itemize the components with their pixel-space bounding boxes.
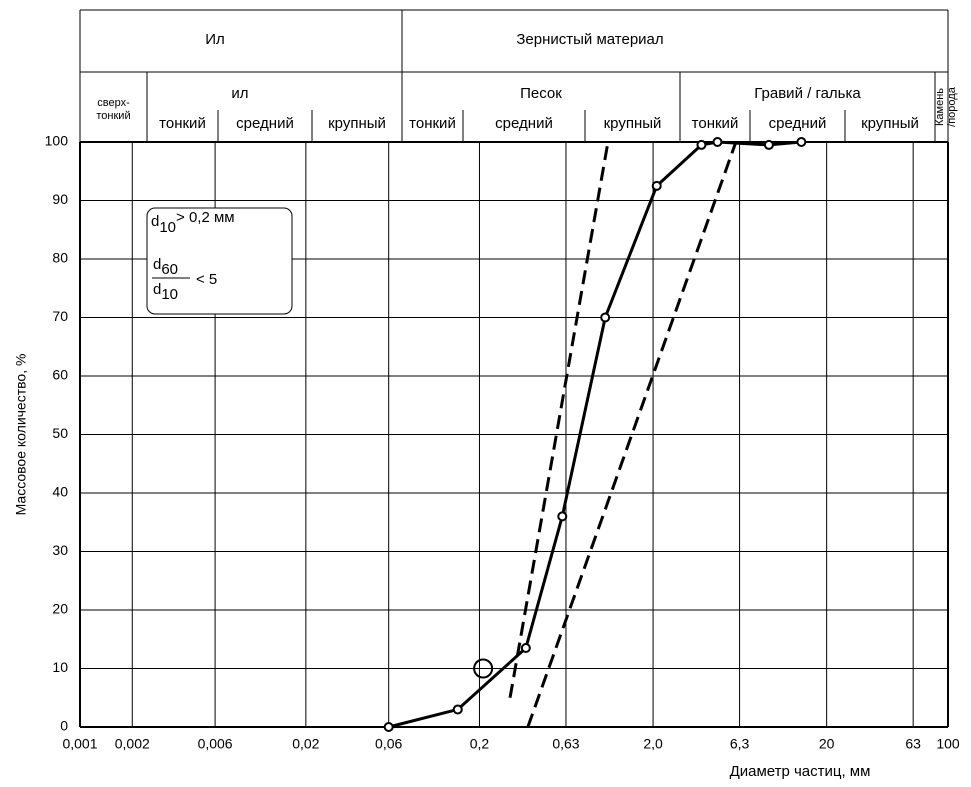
header-group: Гравий / галька (754, 85, 861, 102)
data-point (651, 180, 662, 191)
x-tick-label: 0,06 (375, 736, 402, 752)
y-axis-label: Массовое количество, % (13, 354, 29, 516)
y-tick-label: 80 (52, 250, 68, 266)
data-point (452, 704, 463, 715)
annotation-text: > 0,2 мм (176, 209, 235, 226)
annotation-text: d (153, 281, 161, 298)
y-tick-label: 20 (52, 601, 68, 617)
x-tick-label: 100 (936, 736, 960, 752)
y-tick-label: 70 (52, 308, 68, 324)
x-tick-label: 6,3 (730, 736, 750, 752)
annotation-text: d (151, 213, 159, 230)
y-tick-label: 40 (52, 484, 68, 500)
series-line (508, 141, 610, 699)
annotation-text: 60 (161, 261, 178, 278)
y-tick-label: 0 (60, 718, 68, 734)
annotation: d60 (153, 256, 178, 278)
highlight-point (473, 658, 494, 679)
data-point (712, 137, 723, 147)
data-point (600, 312, 611, 323)
y-tick-label: 10 (52, 659, 68, 675)
annotation: < 5 (196, 271, 217, 288)
data-point (763, 139, 774, 150)
y-tick-label: 90 (52, 191, 68, 207)
x-axis-label: Диаметр частиц, мм (730, 763, 871, 780)
x-tick-label: 0,2 (470, 736, 490, 752)
x-tick-label: 0,002 (115, 736, 150, 752)
header-sub: средний (769, 115, 827, 132)
header-sub: тонкий (159, 115, 206, 132)
header-group: Песок (520, 85, 562, 102)
header-sub: средний (495, 115, 553, 132)
x-tick-label: 0,63 (552, 736, 579, 752)
x-tick-label: 20 (819, 736, 835, 752)
header-group: тонкий (96, 110, 130, 122)
header-sub: средний (236, 115, 294, 132)
header-group: Камень (934, 88, 946, 126)
x-tick-label: 2,0 (643, 736, 663, 752)
series-line (388, 140, 802, 729)
y-tick-label: 100 (45, 133, 69, 149)
x-tick-label: 0,001 (62, 736, 97, 752)
x-tick-label: 0,006 (198, 736, 233, 752)
x-tick-label: 0,02 (292, 736, 319, 752)
header-sub: крупный (604, 115, 662, 132)
annotation: d10 (153, 281, 178, 303)
y-tick-label: 50 (52, 425, 68, 441)
annotation-text: d (153, 256, 161, 273)
header-sub: тонкий (692, 115, 739, 132)
y-tick-label: 30 (52, 542, 68, 558)
header-sub: крупный (861, 115, 919, 132)
annotation-box (146, 207, 293, 315)
x-tick-label: 63 (905, 736, 921, 752)
data-point (520, 643, 531, 654)
annotation-text: 10 (161, 286, 178, 303)
header-top: Ил (205, 31, 225, 48)
header-sub: крупный (328, 115, 386, 132)
data-point (383, 722, 394, 732)
data-point (557, 511, 568, 522)
data-point (796, 137, 807, 147)
header-group: /порода (946, 86, 958, 127)
y-tick-label: 60 (52, 367, 68, 383)
header-top: Зернистый материал (516, 31, 663, 48)
header-sub: тонкий (409, 115, 456, 132)
annotation: d10> 0,2 мм (151, 209, 235, 236)
series-line (526, 141, 738, 728)
header-group: сверх- (97, 97, 130, 109)
data-point (696, 139, 707, 150)
header-group: ил (231, 85, 248, 102)
annotation-text: 10 (159, 219, 176, 236)
